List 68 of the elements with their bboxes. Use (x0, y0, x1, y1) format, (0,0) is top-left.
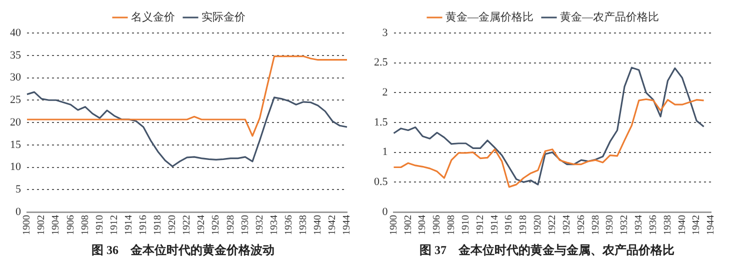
legend-label: 实际金价 (202, 10, 246, 24)
y-tick-label: 0 (382, 206, 388, 218)
y-tick-label: 0.5 (374, 176, 388, 188)
y-tick-label: 20 (10, 116, 22, 128)
x-tick-label: 1944 (706, 215, 717, 235)
x-tick-label: 1902 (402, 215, 414, 235)
x-tick-label: 1910 (460, 215, 472, 235)
y-tick-label: 1 (382, 146, 388, 158)
x-tick-label: 1938 (298, 215, 309, 235)
x-tick-label: 1928 (225, 215, 236, 235)
x-tick-label: 1926 (210, 215, 222, 235)
y-tick-label: 15 (10, 138, 22, 151)
x-tick-label: 1906 (65, 215, 76, 235)
x-tick-label: 1942 (691, 215, 702, 235)
x-tick-label: 1928 (590, 215, 602, 235)
x-tick-label: 1908 (80, 215, 91, 235)
x-tick-label: 1908 (446, 215, 458, 235)
y-tick-label: 3 (382, 26, 388, 39)
legend-label: 黄金—农产品价格比 (560, 10, 659, 24)
x-tick-label: 1914 (489, 215, 500, 235)
x-tick-label: 1912 (474, 215, 486, 235)
x-tick-label: 1932 (619, 215, 630, 235)
y-tick-label: 1.5 (374, 116, 388, 128)
y-tick-label: 25 (10, 94, 22, 106)
x-tick-label: 1942 (327, 215, 338, 235)
x-tick-label: 1934 (268, 215, 280, 235)
x-tick-label: 1930 (240, 215, 251, 235)
y-tick-label: 0 (16, 206, 22, 218)
x-tick-label: 1936 (648, 215, 659, 235)
x-tick-label: 1916 (138, 215, 149, 235)
legend-label: 名义金价 (131, 10, 175, 24)
x-tick-label: 1940 (676, 215, 688, 235)
x-tick-label: 1904 (50, 215, 62, 235)
x-tick-label: 1932 (254, 215, 266, 235)
x-tick-label: 1916 (504, 215, 515, 235)
y-tick-label: 2.5 (374, 56, 388, 69)
x-tick-label: 1940 (312, 215, 324, 235)
x-tick-label: 1902 (36, 215, 48, 235)
x-tick-label: 1922 (547, 215, 558, 235)
y-tick-label: 40 (10, 26, 22, 39)
y-tick-label: 10 (10, 161, 22, 174)
x-tick-label: 1900 (388, 215, 400, 235)
y-tick-label: 30 (10, 72, 22, 84)
x-tick-label: 1924 (196, 215, 208, 235)
x-tick-label: 1926 (576, 215, 587, 235)
x-tick-label: 1922 (182, 215, 193, 235)
y-tick-label: 35 (10, 49, 22, 62)
x-tick-label: 1920 (532, 215, 544, 235)
x-tick-label: 1914 (123, 215, 134, 235)
x-tick-label: 1906 (432, 215, 443, 235)
x-tick-label: 1936 (283, 215, 294, 235)
legend-label: 黄金—金属价格比 (446, 10, 534, 24)
y-tick-label: 2 (382, 86, 388, 99)
x-tick-label: 1910 (94, 215, 106, 235)
x-tick-label: 1912 (108, 215, 120, 235)
x-tick-label: 1938 (662, 215, 674, 235)
x-tick-label: 1934 (634, 215, 645, 235)
text: 图 36 金本位时代的黄金价格波动 (90, 242, 276, 259)
y-tick-label: 5 (16, 184, 22, 196)
x-tick-label: 1924 (561, 215, 572, 235)
x-tick-label: 1900 (22, 215, 33, 235)
x-tick-label: 1920 (167, 215, 178, 235)
x-tick-label: 1918 (518, 215, 530, 235)
text: 图 37 金本位时代的黄金与金属、农产品价格比 (418, 242, 676, 259)
x-tick-label: 1918 (152, 215, 164, 235)
x-tick-label: 1944 (342, 215, 353, 235)
x-tick-label: 1904 (417, 215, 428, 235)
x-tick-label: 1930 (604, 215, 616, 235)
